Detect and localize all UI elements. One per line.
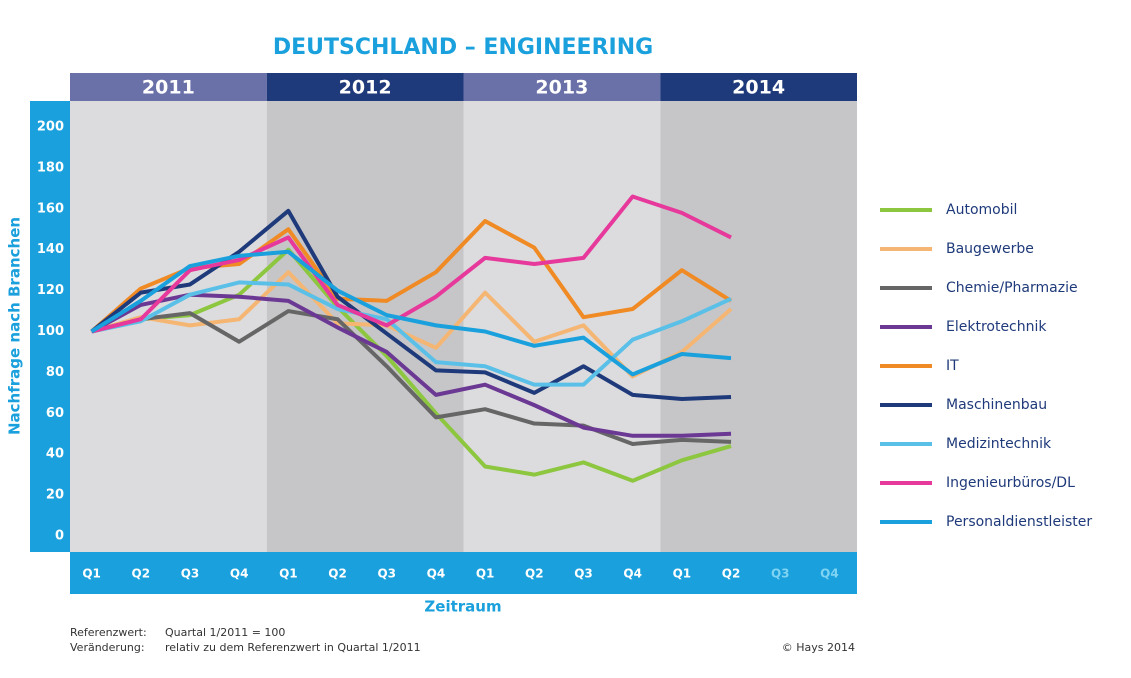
chart-title: DEUTSCHLAND – ENGINEERING — [273, 35, 653, 60]
legend-label: Baugewerbe — [946, 241, 1034, 257]
legend-label: Ingenieurbüros/DL — [946, 475, 1075, 491]
note-text: relativ zu dem Referenzwert in Quartal 1… — [165, 641, 421, 654]
x-tick-label: Q3 — [771, 567, 790, 581]
y-tick-label: 180 — [37, 160, 64, 175]
year-band — [266, 101, 464, 552]
x-axis-label: Zeitraum — [424, 598, 501, 616]
y-tick-label: 80 — [46, 365, 64, 380]
y-axis-bar — [30, 101, 70, 552]
note-text: Quartal 1/2011 = 100 — [165, 626, 285, 639]
year-header — [70, 73, 267, 101]
y-tick-label: 140 — [37, 242, 64, 257]
y-tick-label: 160 — [37, 201, 64, 216]
y-tick-label: 60 — [46, 406, 64, 421]
x-tick-label: Q3 — [377, 567, 396, 581]
year-header — [660, 73, 857, 101]
y-axis-label: Nachfrage nach Branchen — [6, 217, 24, 435]
legend-label: Personaldienstleister — [946, 514, 1092, 530]
year-label: 2013 — [535, 77, 588, 99]
year-label: 2012 — [339, 77, 392, 99]
year-header — [266, 73, 464, 101]
x-tick-label: Q4 — [820, 567, 839, 581]
legend-label: Automobil — [946, 202, 1017, 218]
y-tick-label: 40 — [46, 447, 64, 462]
legend-label: Maschinenbau — [946, 397, 1047, 413]
x-tick-label: Q3 — [574, 567, 593, 581]
legend-label: Chemie/Pharmazie — [946, 280, 1078, 296]
x-tick-label: Q1 — [673, 567, 692, 581]
legend-label: Elektrotechnik — [946, 319, 1047, 335]
y-tick-label: 200 — [37, 120, 64, 135]
series-line — [91, 194, 732, 334]
x-tick-label: Q4 — [427, 567, 446, 581]
y-tick-label: 0 — [55, 529, 64, 544]
series-line — [90, 208, 732, 401]
x-tick-label: Q2 — [328, 567, 347, 581]
series-line — [91, 247, 732, 483]
x-tick-label: Q2 — [722, 567, 741, 581]
series-line — [90, 249, 732, 377]
y-tick-label: 20 — [46, 488, 64, 503]
note-label: Veränderung: — [70, 641, 145, 654]
legend-label: IT — [946, 358, 959, 374]
x-tick-label: Q2 — [525, 567, 544, 581]
year-label: 2014 — [732, 77, 785, 99]
series-line — [91, 280, 732, 387]
x-tick-label: Q2 — [132, 567, 151, 581]
legend-label: Medizintechnik — [946, 436, 1052, 452]
year-header — [463, 73, 661, 101]
x-tick-label: Q4 — [230, 567, 249, 581]
copyright: © Hays 2014 — [782, 641, 855, 654]
x-tick-label: Q1 — [82, 567, 101, 581]
series-line — [90, 292, 732, 438]
year-label: 2011 — [142, 77, 195, 99]
x-tick-label: Q1 — [476, 567, 495, 581]
x-axis-bar — [70, 552, 857, 594]
x-tick-label: Q3 — [181, 567, 200, 581]
x-tick-label: Q1 — [279, 567, 298, 581]
y-tick-label: 100 — [37, 324, 64, 339]
year-band — [463, 101, 661, 552]
x-tick-label: Q4 — [623, 567, 642, 581]
year-band — [660, 101, 857, 552]
series-line — [91, 309, 732, 446]
y-tick-label: 120 — [37, 283, 64, 298]
note-label: Referenzwert: — [70, 626, 147, 639]
